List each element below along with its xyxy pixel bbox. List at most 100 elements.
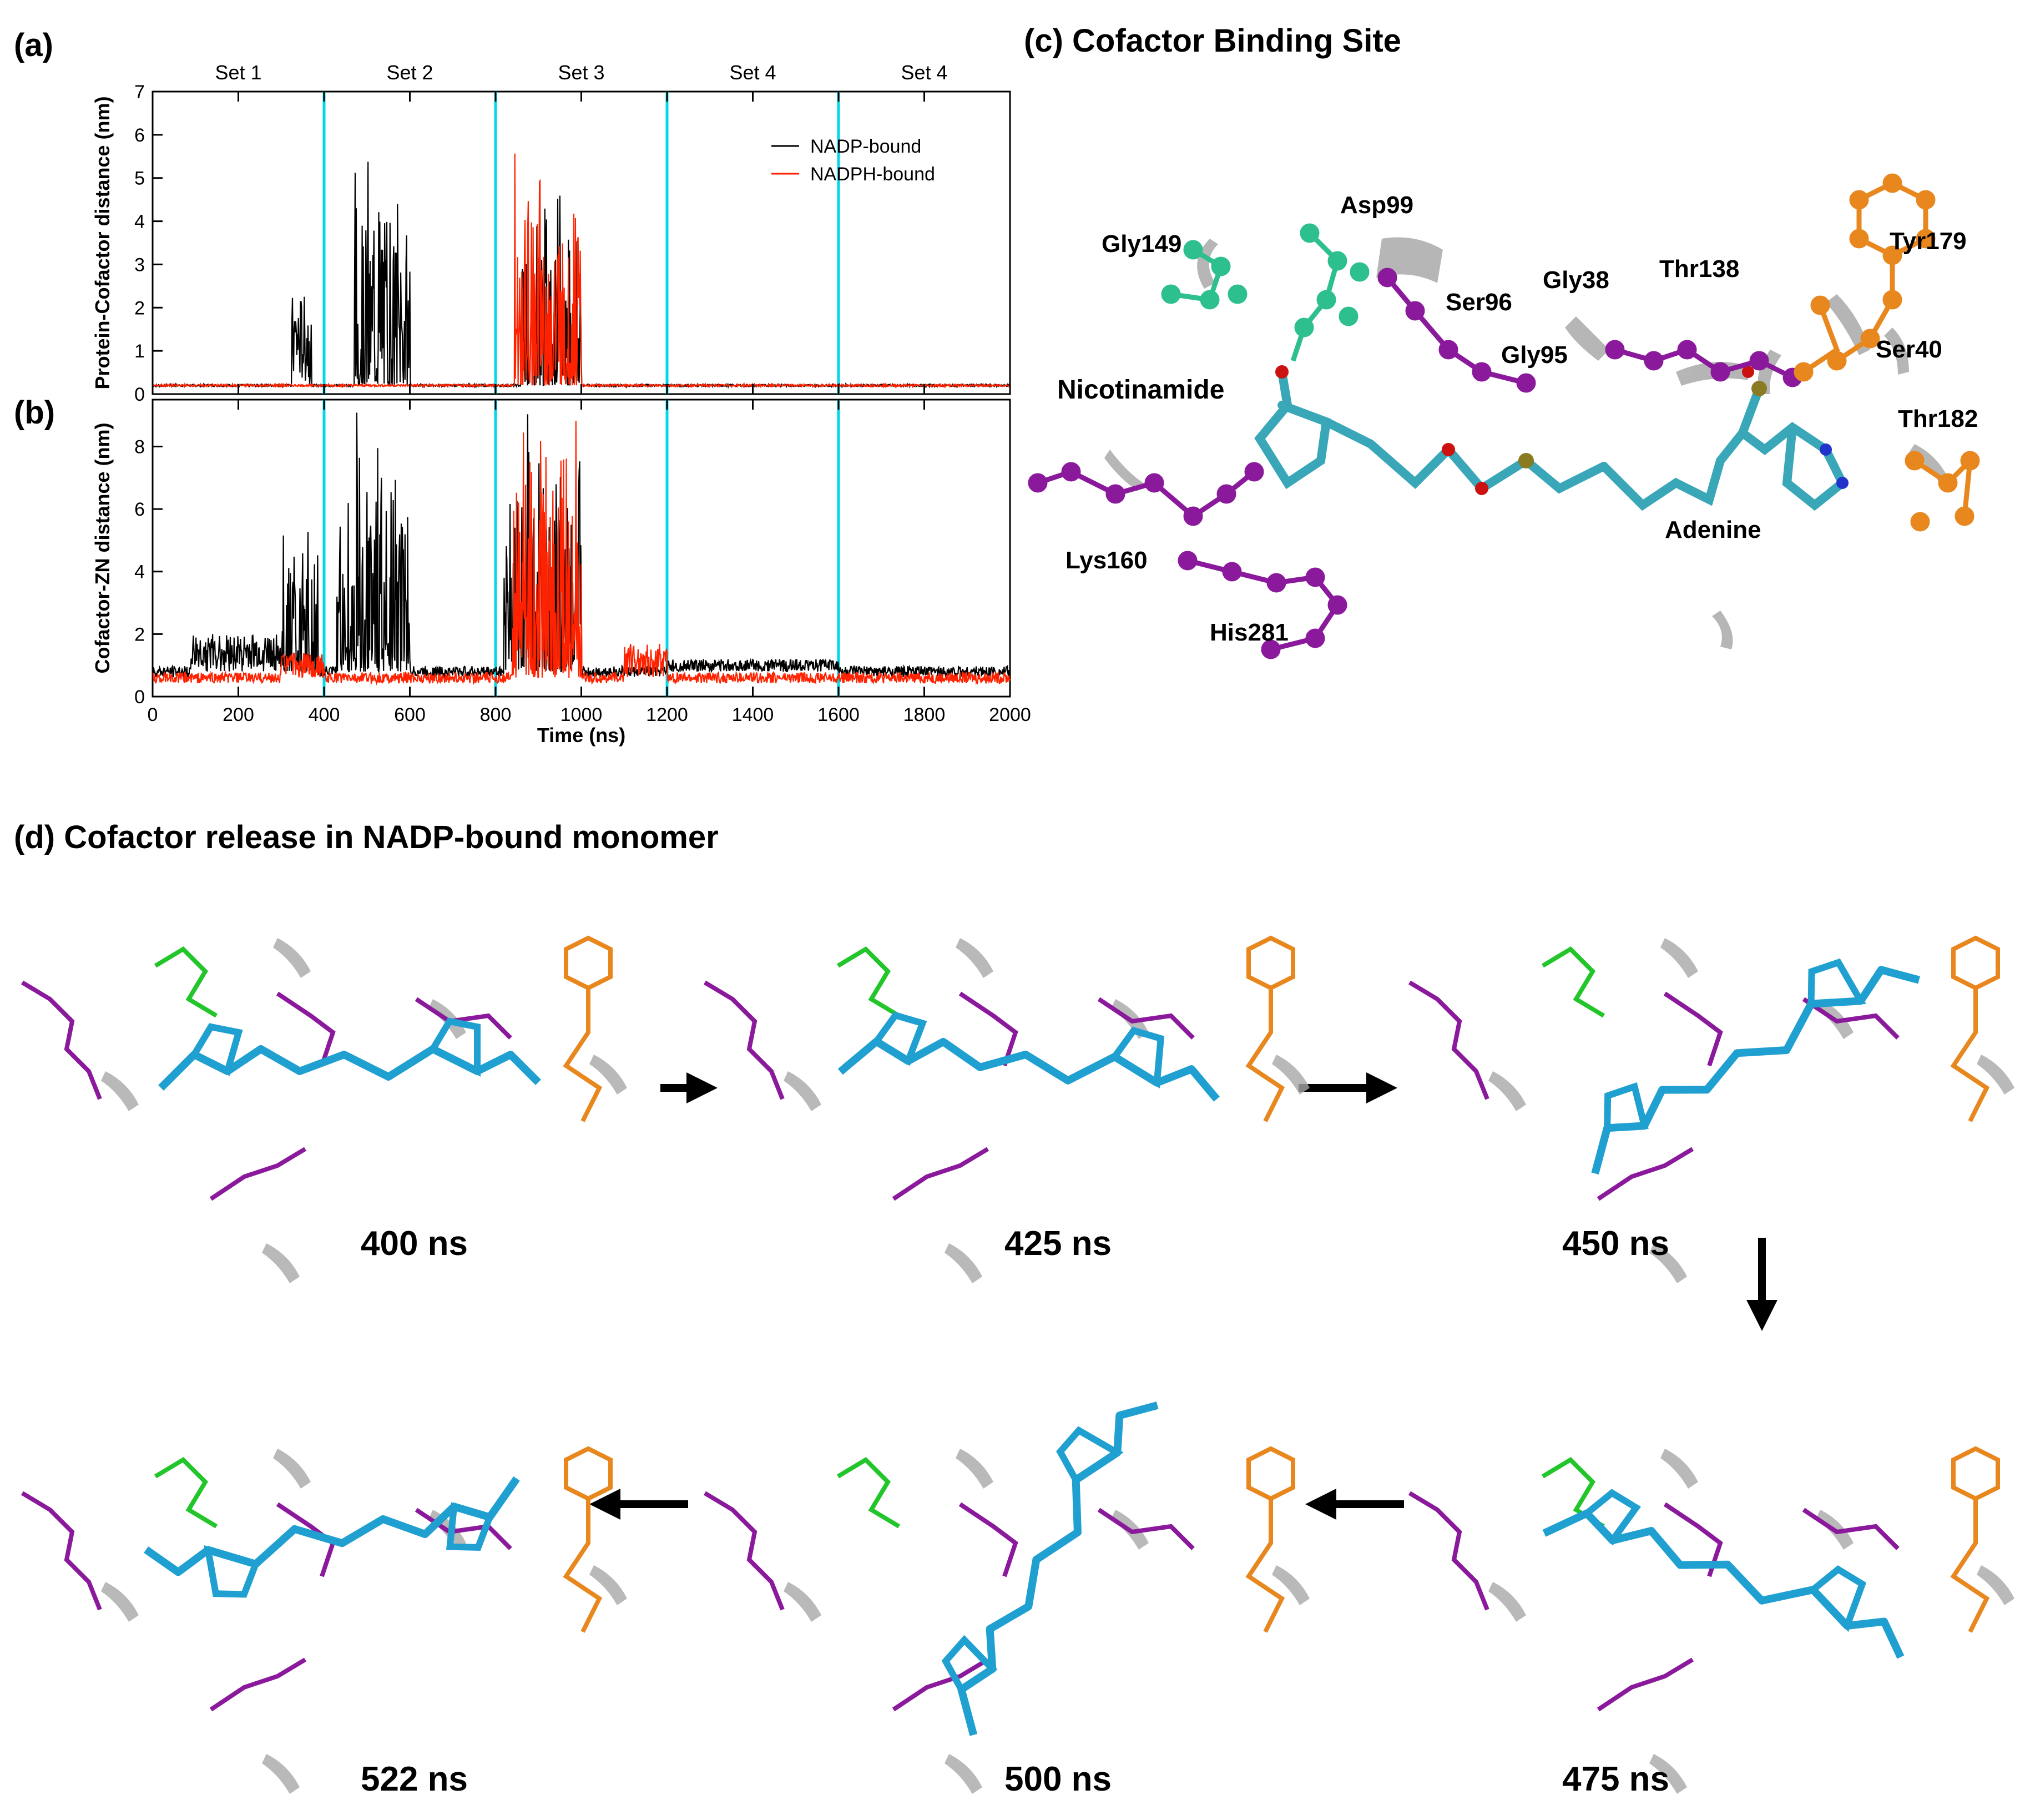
ytick-label-a-7: 7 — [134, 82, 145, 103]
nicotinamide-ring — [1254, 367, 1331, 490]
purple-residue-b-475 — [1663, 1502, 1723, 1577]
purple-residue-c-425 — [892, 1147, 989, 1201]
ribbon-425-4 — [945, 1243, 982, 1283]
purple-residue-a-425 — [703, 980, 785, 1100]
cofactor-ring-b-400 — [428, 1017, 481, 1077]
orange-ring-500 — [1246, 1446, 1295, 1501]
purple-residue-d-450 — [1802, 997, 1900, 1040]
ribbon-his281 — [1712, 611, 1733, 649]
chart-a: 0 1 2 3 4 5 6 7 Protein-Cofactor distance (nm) Se… — [91, 61, 1011, 405]
purple-residue-d-475 — [1802, 1508, 1900, 1550]
cofactor-ring-b-450 — [1807, 958, 1866, 1008]
ribbon-425-2 — [1272, 1055, 1310, 1095]
label-thr138: Thr138 — [1659, 255, 1740, 283]
frame-label-500: 500 ns — [1004, 1760, 1112, 1798]
ribbon-522-4 — [262, 1754, 300, 1794]
frame-label-475: 475 ns — [1562, 1760, 1670, 1798]
purple-residue-d-500 — [1097, 1508, 1195, 1550]
nadp-cofactor — [1254, 367, 1849, 511]
purple-residue-c-400 — [209, 1147, 307, 1201]
distance-charts: 0 1 2 3 4 5 6 7 Protein-Cofactor distance (nm) Se… — [91, 61, 1031, 747]
asp99-residue — [1290, 223, 1370, 362]
cofactor-ring-b-522 — [204, 1545, 260, 1598]
green-residue-500 — [836, 1456, 901, 1529]
frame-label-400: 400 ns — [361, 1224, 468, 1263]
ribbon-475-3 — [1488, 1582, 1526, 1622]
ytick-label-b-2: 4 — [134, 562, 145, 583]
ytick-label-b-4: 8 — [134, 436, 145, 457]
orange-ring-450 — [1951, 935, 2000, 991]
ribose-phosphate-chain — [1322, 417, 1608, 495]
xtick-label-b-0: 0 — [148, 704, 158, 725]
frame-500 — [703, 1401, 1310, 1794]
purple-residue-a-475 — [1408, 1491, 1489, 1611]
label-thr182: Thr182 — [1898, 405, 1978, 432]
ribbon-500-0 — [956, 1449, 993, 1489]
purple-residue-c-475 — [1597, 1657, 1694, 1712]
cofactor-ring-a-425 — [871, 1011, 927, 1066]
set-label-0: Set 1 — [215, 61, 261, 84]
series-line-a-1 — [152, 153, 1011, 389]
green-residue-425 — [836, 946, 901, 1018]
orange-chain-475 — [1950, 1499, 1990, 1633]
ylabel-a: Protein-Cofactor distance (nm) — [91, 96, 114, 389]
green-residue-450 — [1541, 946, 1605, 1018]
ribbon-400-4 — [262, 1243, 300, 1283]
ribbon-ser40 — [1884, 327, 1909, 375]
purple-residue-b-400 — [276, 991, 336, 1067]
purple-residue-d-400 — [415, 997, 512, 1040]
frame-425 — [703, 935, 1310, 1283]
label-adenine: Adenine — [1665, 516, 1761, 543]
panel-c-title: Cofactor Binding Site — [1072, 23, 1401, 59]
green-residue-522 — [154, 1456, 218, 1529]
orange-residues — [1794, 173, 1980, 532]
ribbon-lys160 — [1104, 450, 1143, 491]
xtick-label-b-1: 200 — [223, 704, 254, 725]
ribbon-400-3 — [101, 1071, 139, 1111]
purple-residue-a-522 — [21, 1491, 102, 1611]
chart-b: 0 2 4 6 8 0 200 400 600 800 1000 1200 1400 1600 1800 20… — [91, 399, 1031, 747]
ribbon-475-2 — [1977, 1565, 2014, 1605]
ribbon-425-0 — [956, 938, 993, 978]
cofactor-450 — [1591, 958, 1920, 1175]
cofactor-ring-a-500 — [941, 1635, 998, 1695]
frame-label-522: 522 ns — [361, 1760, 468, 1798]
panel-d-label: (d) — [14, 819, 55, 855]
panel-c-heading: (c) Cofactor Binding Site — [1024, 22, 1401, 59]
orange-ring-522 — [564, 1446, 613, 1501]
ylabel-b: Cofactor-ZN distance (nm) — [91, 422, 114, 673]
set-label-2: Set 3 — [558, 61, 604, 84]
purple-residue-c-522 — [209, 1657, 307, 1712]
ribbon-450-3 — [1488, 1071, 1526, 1111]
xtick-label-b-8: 1600 — [817, 704, 860, 725]
purple-residue-a-400 — [21, 980, 102, 1100]
ribbon-thr138 — [1826, 294, 1870, 355]
ytick-label-b-0: 0 — [134, 687, 145, 708]
label-gly149: Gly149 — [1102, 230, 1182, 258]
ribbon-500-4 — [945, 1754, 982, 1794]
label-gly95: Gly95 — [1501, 341, 1568, 369]
cofactor-500 — [941, 1401, 1159, 1736]
xtick-label-b-10: 2000 — [989, 704, 1031, 725]
panel-d-title: Cofactor release in NADP-bound monomer — [64, 819, 719, 855]
label-ser40: Ser40 — [1876, 336, 1942, 363]
purple-residue-a-500 — [703, 1491, 785, 1611]
gly149-residue — [1161, 240, 1248, 310]
orange-ring-400 — [564, 935, 613, 991]
ribbon-450-0 — [1660, 938, 1698, 978]
ytick-label-b-3: 6 — [134, 499, 145, 520]
label-tyr179: Tyr179 — [1890, 228, 1967, 255]
frame-label-450: 450 ns — [1562, 1224, 1670, 1263]
label-his281: His281 — [1210, 619, 1289, 646]
cofactor-ring-a-400 — [189, 1023, 243, 1076]
purple-residue-b-425 — [958, 991, 1018, 1067]
purple-residue-a-450 — [1408, 980, 1489, 1100]
series-line-b-1 — [152, 421, 1011, 686]
xtick-label-b-7: 1400 — [732, 704, 774, 725]
ytick-label-a-6: 6 — [134, 125, 145, 146]
cofactor-ring-b-475 — [1808, 1565, 1867, 1632]
ribbon-450-4 — [1649, 1243, 1687, 1283]
cofactor-ring-a-475 — [1582, 1489, 1641, 1546]
ytick-label-a-3: 3 — [134, 254, 145, 275]
frame-522 — [21, 1446, 627, 1794]
